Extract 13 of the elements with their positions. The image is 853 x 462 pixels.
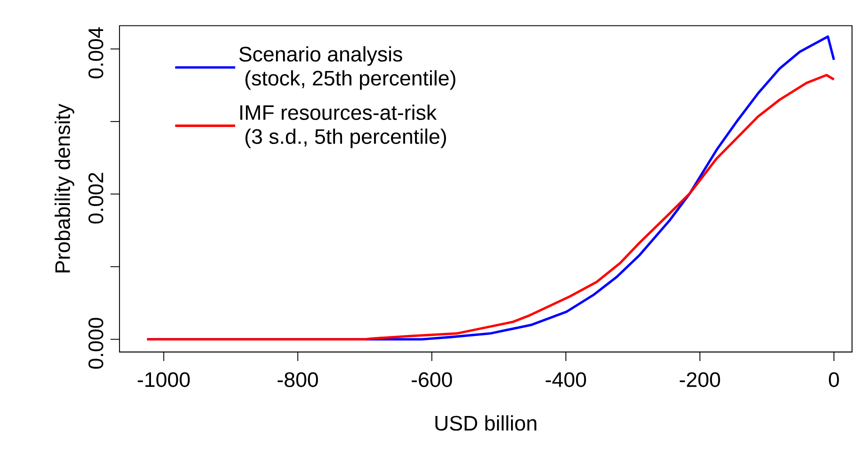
legend-label: Scenario analysis (stock, 25th percentile) bbox=[239, 46, 456, 90]
x-axis-title: USD billion bbox=[435, 415, 536, 431]
x-tick-label: 0 bbox=[828, 372, 839, 388]
x-tick-label: -1000 bbox=[138, 372, 190, 388]
x-tick-label: -800 bbox=[278, 372, 318, 388]
y-tick-label: 0.002 bbox=[88, 172, 104, 224]
legend-label: IMF resources-at-risk (3 s.d., 5th percentile) bbox=[240, 104, 446, 148]
x-tick-label: -400 bbox=[546, 372, 586, 388]
y-axis-title: Probability density bbox=[54, 104, 74, 272]
y-tick-label: 0.000 bbox=[88, 318, 104, 369]
x-tick-label: -600 bbox=[412, 372, 452, 388]
y-tick-label: 0.004 bbox=[88, 27, 104, 78]
x-tick-label: -200 bbox=[680, 372, 720, 388]
